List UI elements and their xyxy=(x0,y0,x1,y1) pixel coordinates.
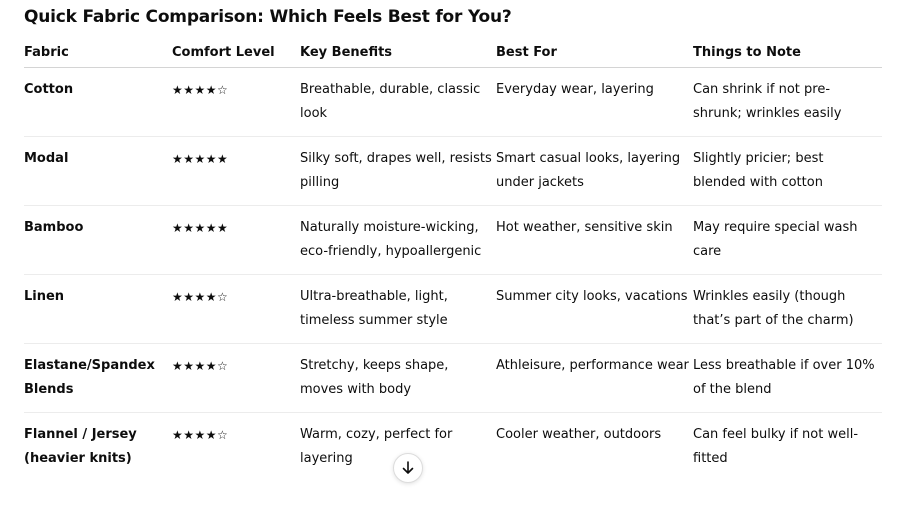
best-for-cell: Everyday wear, layering xyxy=(496,67,693,137)
table-row: Linen ★★★★☆ Ultra-breathable, light, tim… xyxy=(24,274,882,344)
fabric-cell: Linen xyxy=(24,274,172,344)
column-header-comfort-level: Comfort Level xyxy=(172,39,300,68)
benefits-cell: Stretchy, keeps shape, moves with body xyxy=(300,343,496,413)
comfort-rating: ★★★★★ xyxy=(172,136,300,206)
table-row: Bamboo ★★★★★ Naturally moisture-wicking,… xyxy=(24,205,882,275)
comfort-rating: ★★★★☆ xyxy=(172,428,229,442)
note-cell: May require special wash care xyxy=(693,205,882,275)
note-cell: Wrinkles easily (though that’s part of t… xyxy=(693,274,882,344)
column-header-things-to-note: Things to Note xyxy=(693,39,882,68)
column-header-key-benefits: Key Benefits xyxy=(300,39,496,68)
benefits-cell: Ultra-breathable, light, timeless summer… xyxy=(300,274,496,344)
best-for-cell: Cooler weather, outdoors xyxy=(496,427,662,442)
best-for-cell: Athleisure, performance wear xyxy=(496,343,693,413)
arrow-down-icon xyxy=(402,461,414,474)
fabric-cell: Flannel / Jersey (heavier knits) xyxy=(24,427,137,466)
column-header-fabric: Fabric xyxy=(24,39,172,68)
benefits-cell: Warm, cozy, perfect for layering xyxy=(300,427,453,466)
fabric-cell: Cotton xyxy=(24,67,172,137)
comfort-rating: ★★★★☆ xyxy=(172,274,300,344)
comfort-rating: ★★★★★ xyxy=(172,205,300,275)
scroll-to-bottom-button[interactable] xyxy=(393,453,423,483)
benefits-cell: Naturally moisture-wicking, eco-friendly… xyxy=(300,205,496,275)
benefits-cell: Breathable, durable, classic look xyxy=(300,67,496,137)
benefits-cell: Silky soft, drapes well, resists pilling xyxy=(300,136,496,206)
fabric-cell: Elastane/Spandex Blends xyxy=(24,343,172,413)
note-cell: Less breathable if over 10% of the blend xyxy=(693,343,882,413)
table-row: Modal ★★★★★ Silky soft, drapes well, res… xyxy=(24,136,882,206)
comfort-rating: ★★★★☆ xyxy=(172,343,300,413)
comfort-rating: ★★★★☆ xyxy=(172,67,300,137)
fabric-cell: Modal xyxy=(24,136,172,206)
note-cell: Can feel bulky if not well-fitted xyxy=(693,427,859,466)
page-title: Quick Fabric Comparison: Which Feels Bes… xyxy=(24,7,512,27)
table-row: Elastane/Spandex Blends ★★★★☆ Stretchy, … xyxy=(24,343,882,413)
note-cell: Slightly pricier; best blended with cott… xyxy=(693,136,882,206)
note-cell: Can shrink if not pre-shrunk; wrinkles e… xyxy=(693,67,882,137)
table-header-row: Fabric Comfort Level Key Benefits Best F… xyxy=(24,39,882,68)
table-row: Flannel / Jersey (heavier knits) ★★★★☆ W… xyxy=(24,413,882,482)
fabric-comparison-table: Fabric Comfort Level Key Benefits Best F… xyxy=(24,39,882,481)
best-for-cell: Smart casual looks, layering under jacke… xyxy=(496,136,693,206)
best-for-cell: Summer city looks, vacations xyxy=(496,274,693,344)
fabric-cell: Bamboo xyxy=(24,205,172,275)
table-row: Cotton ★★★★☆ Breathable, durable, classi… xyxy=(24,67,882,137)
best-for-cell: Hot weather, sensitive skin xyxy=(496,205,693,275)
column-header-best-for: Best For xyxy=(496,39,693,68)
